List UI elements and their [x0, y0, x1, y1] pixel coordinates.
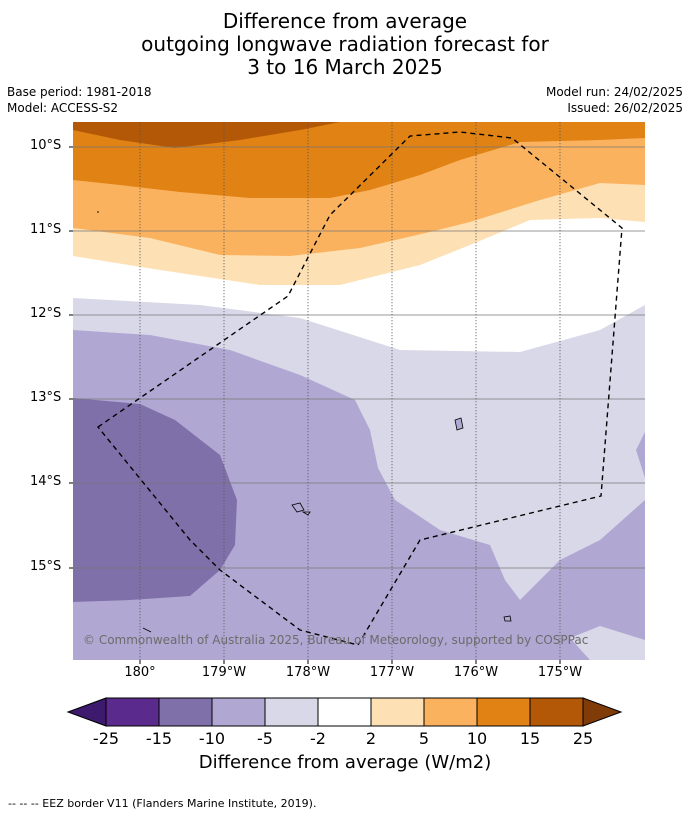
colorbar-segment	[158, 697, 213, 727]
colorbar-tick-label: -5	[257, 729, 273, 748]
island-shape	[301, 511, 311, 516]
model-run-date: Model run: 24/02/2025	[545, 85, 683, 99]
colorbar-segment	[423, 697, 478, 727]
colorbar-tick-label: -25	[92, 729, 120, 748]
colorbar-segment	[476, 697, 531, 727]
anomaly-band-minus10-minus5	[73, 330, 645, 660]
colorbar-segment	[105, 697, 160, 727]
base-period: Base period: 1981-2018	[7, 85, 152, 99]
colorbar	[66, 697, 623, 727]
colorbar-segment	[317, 697, 372, 727]
title-line-1: Difference from average	[222, 9, 468, 33]
lat-label-12s: 12°S	[30, 306, 62, 321]
colorbar-title: Difference from average (W/m2)	[198, 752, 492, 773]
anomaly-band-minus15-minus10	[73, 398, 237, 602]
lat-label-11s: 11°S	[30, 222, 62, 237]
footer-note: -- -- -- EEZ border V11 (Flanders Marine…	[8, 797, 317, 810]
colorbar-tick-label: -15	[145, 729, 173, 748]
island-shape	[291, 502, 305, 513]
colorbar-tick-label: 25	[572, 729, 594, 748]
anomaly-map-fill	[73, 122, 645, 660]
model-name: Model: ACCESS-S2	[7, 101, 119, 115]
colorbar-segment	[370, 697, 425, 727]
lat-label-13s: 13°S	[30, 390, 62, 405]
colorbar-tick-label: -10	[198, 729, 226, 748]
colorbar-high-extension	[582, 697, 623, 727]
colorbar-tick-label: 2	[365, 729, 377, 748]
island-shape	[503, 615, 512, 622]
lon-label-179w: 179°W	[201, 665, 247, 680]
map-credit: © Commonwealth of Australia 2025, Bureau…	[83, 633, 589, 647]
title-line-2: outgoing longwave radiation forecast for	[141, 32, 549, 56]
island-shape	[454, 417, 464, 431]
colorbar-tick-label: -2	[310, 729, 326, 748]
island-shape	[142, 627, 152, 633]
lat-label-14s: 14°S	[30, 474, 62, 489]
colorbar-segment	[529, 697, 584, 727]
colorbar-low-extension	[66, 697, 107, 727]
lat-label-15s: 15°S	[30, 559, 62, 574]
colorbar-segment	[264, 697, 319, 727]
colorbar-tick-label: 15	[519, 729, 541, 748]
colorbar-segment	[211, 697, 266, 727]
lon-label-178w: 178°W	[285, 665, 331, 680]
eez-border	[96, 131, 623, 646]
lon-label-175w: 175°W	[537, 665, 583, 680]
graticule	[73, 146, 645, 569]
lon-label-180: 180°	[124, 665, 156, 680]
colorbar-tick-label: 5	[418, 729, 430, 748]
lon-label-176w: 176°W	[453, 665, 499, 680]
lon-label-177w: 177°W	[369, 665, 415, 680]
lat-label-10s: 10°S	[30, 138, 62, 153]
issued-date: Issued: 26/02/2025	[567, 101, 683, 115]
axis-ticks	[69, 146, 561, 664]
title-line-3: 3 to 16 March 2025	[247, 55, 443, 79]
colorbar-tick-label: 10	[466, 729, 488, 748]
